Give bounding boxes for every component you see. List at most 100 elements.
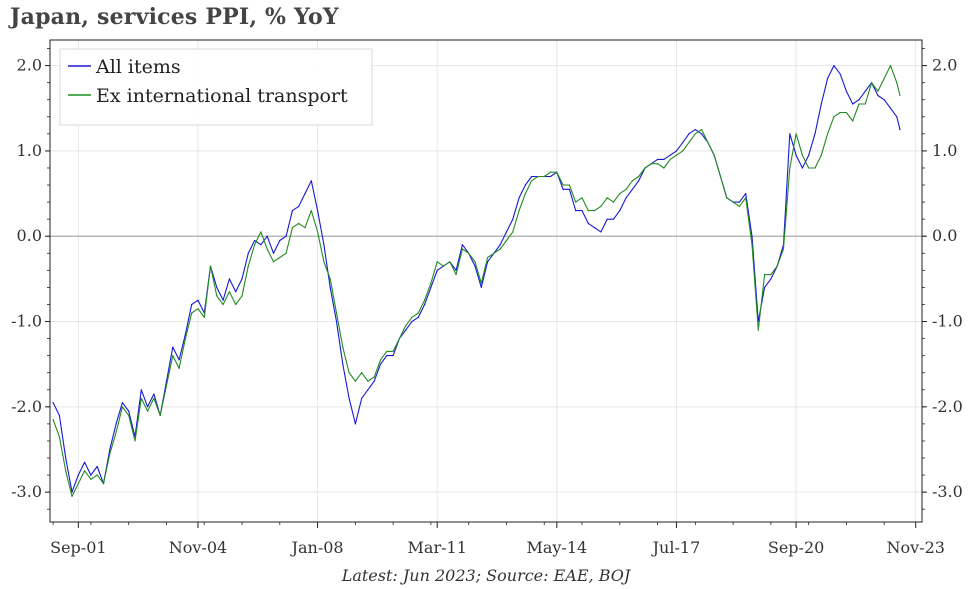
data-point — [505, 239, 508, 242]
data-point — [694, 129, 696, 131]
data-point — [436, 269, 438, 271]
data-point — [310, 180, 312, 182]
y-tick-label-left: -2.0 — [11, 397, 42, 416]
data-point — [581, 197, 583, 199]
series-layer — [52, 65, 901, 497]
data-point — [65, 457, 67, 459]
data-point — [165, 384, 168, 387]
data-point — [241, 278, 243, 280]
data-point — [77, 483, 79, 485]
data-point — [304, 193, 306, 195]
data-point — [279, 256, 281, 259]
data-point — [468, 252, 470, 254]
data-point — [600, 231, 602, 233]
data-point — [323, 261, 325, 263]
data-point — [795, 154, 797, 156]
data-point — [789, 167, 791, 169]
chart-title: Japan, services PPI, % YoY — [10, 4, 339, 30]
data-point — [115, 423, 117, 425]
data-point — [436, 261, 438, 263]
data-point — [889, 107, 892, 109]
data-point — [96, 465, 98, 468]
data-point — [883, 99, 885, 101]
data-point — [745, 193, 747, 195]
data-point — [782, 248, 785, 250]
data-point — [411, 316, 413, 318]
data-point — [398, 338, 400, 340]
data-point — [833, 65, 835, 67]
legend: All items Ex international transport — [59, 48, 373, 126]
data-point — [203, 316, 205, 318]
data-point — [159, 414, 161, 416]
data-point — [694, 133, 696, 135]
legend-box — [59, 48, 373, 126]
y-tick-label-left: 0.0 — [17, 226, 42, 245]
data-point — [568, 184, 571, 186]
legend-label: All items — [95, 56, 181, 78]
data-point — [178, 367, 180, 369]
data-point — [386, 350, 388, 352]
data-point — [480, 282, 482, 284]
data-point — [543, 175, 545, 178]
data-point — [657, 158, 659, 160]
y-tick-label-right: 1.0 — [932, 141, 957, 160]
data-point — [518, 210, 520, 212]
data-point — [317, 231, 319, 233]
data-point — [392, 350, 394, 352]
data-point — [650, 163, 652, 165]
data-point — [669, 158, 671, 160]
data-point — [285, 235, 287, 237]
series-line — [52, 65, 901, 497]
data-point — [549, 175, 552, 178]
data-point — [512, 218, 514, 220]
data-point — [222, 299, 224, 301]
data-point — [348, 397, 350, 399]
data-point — [417, 316, 419, 318]
data-point — [688, 141, 690, 143]
data-point — [600, 205, 602, 207]
data-point — [896, 82, 898, 84]
data-point — [877, 94, 879, 97]
data-point — [84, 461, 86, 463]
data-point — [266, 235, 268, 237]
y-tick-label-left: -3.0 — [11, 482, 42, 501]
data-point — [575, 201, 577, 203]
data-point — [411, 320, 413, 323]
data-point — [329, 286, 331, 288]
data-point — [612, 218, 615, 220]
data-point — [71, 491, 73, 493]
data-point — [430, 286, 432, 288]
x-tick-label: Sep-01 — [50, 538, 106, 557]
data-point — [335, 312, 338, 314]
y-tick-label-right: -3.0 — [932, 482, 963, 501]
data-point — [814, 167, 816, 169]
data-point — [764, 274, 766, 276]
data-point — [266, 248, 268, 250]
data-point — [726, 197, 728, 199]
data-point — [405, 329, 407, 331]
data-point — [272, 261, 275, 263]
data-point — [864, 103, 866, 105]
data-point — [845, 111, 848, 114]
data-point — [814, 133, 816, 135]
data-point — [638, 175, 640, 178]
data-point — [121, 406, 123, 408]
data-point — [899, 94, 901, 97]
data-point — [191, 312, 193, 314]
data-point — [713, 154, 715, 156]
data-point — [505, 231, 508, 233]
data-point — [140, 389, 142, 391]
data-point — [128, 410, 130, 412]
data-point — [329, 278, 331, 280]
data-point — [442, 265, 445, 267]
data-point — [745, 197, 747, 199]
data-point — [449, 261, 451, 263]
data-point — [757, 329, 759, 331]
data-point — [732, 201, 734, 203]
data-point — [247, 252, 249, 254]
data-point — [606, 218, 608, 220]
x-tick-label: Nov-04 — [169, 538, 227, 557]
data-point — [638, 180, 640, 182]
data-point — [354, 423, 356, 425]
data-point — [587, 210, 589, 212]
